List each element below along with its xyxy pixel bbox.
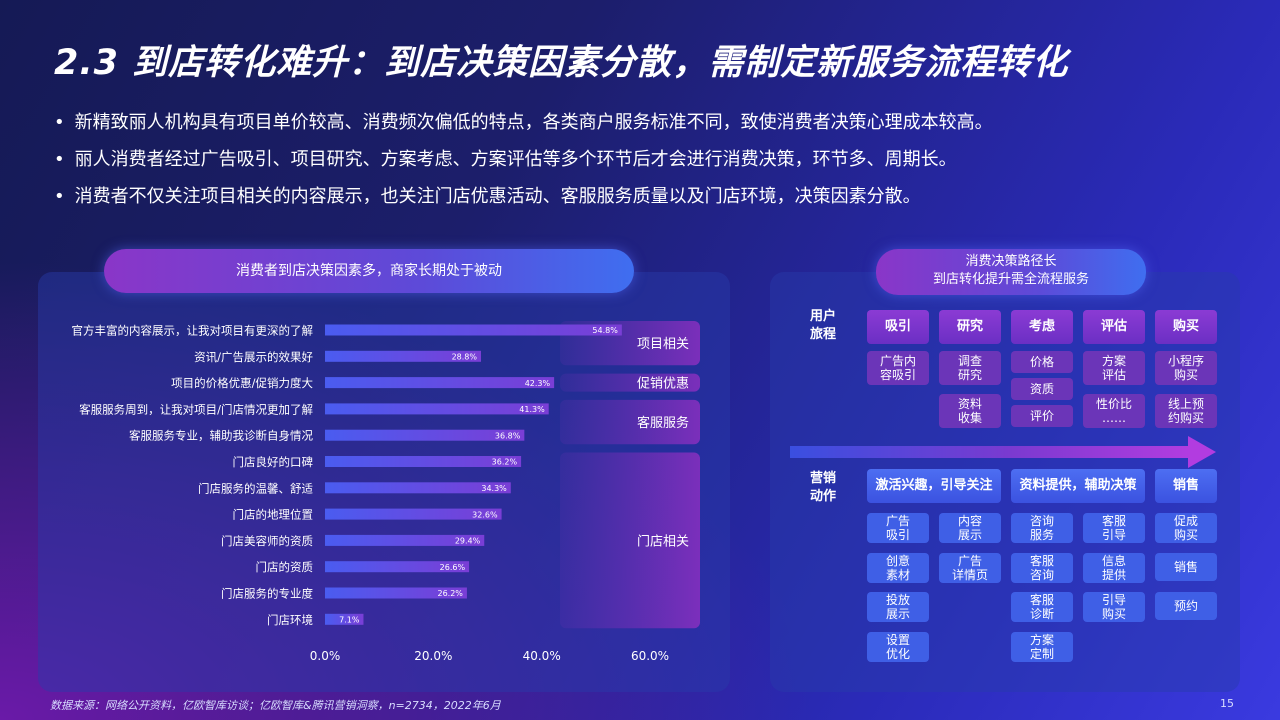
action-cell: 引导 购买 [1083, 592, 1145, 622]
bullet-list: 新精致丽人机构具有项目单价较高、消费频次偏低的特点，各类商户服务标准不同，致使消… [54, 104, 993, 215]
bar [325, 508, 502, 520]
user-cell: 线上预 约购买 [1155, 394, 1217, 428]
bar [325, 613, 364, 625]
x-tick-label: 0.0% [310, 649, 341, 663]
group-band [560, 452, 700, 629]
bar-value-label: 28.8% [452, 353, 478, 362]
user-cell: 广告内 容吸引 [867, 351, 929, 385]
journey-header-pill: 消费决策路径长 到店转化提升需全流程服务 [876, 249, 1146, 295]
bar [325, 429, 525, 441]
bar-value-label: 26.6% [440, 563, 466, 572]
x-tick-label: 60.0% [631, 649, 669, 663]
bar [325, 534, 485, 546]
user-cell: 性价比 …… [1083, 394, 1145, 428]
action-box: 销售 [1155, 469, 1217, 503]
page-number: 15 [1220, 697, 1234, 710]
category-label: 门店良好的口碑 [233, 455, 314, 469]
bar [325, 324, 622, 336]
bar-value-label: 34.3% [481, 484, 507, 493]
category-label: 资讯/广告展示的效果好 [194, 350, 313, 364]
stage-box: 研究 [939, 310, 1001, 344]
action-cell: 广告 详情页 [939, 552, 1001, 583]
bar-value-label: 32.6% [472, 510, 498, 519]
bar-value-label: 29.4% [455, 537, 481, 546]
bullet-item: 消费者不仅关注项目相关的内容展示，也关注门店优惠活动、客服服务质量以及门店环境，… [54, 178, 993, 215]
category-label: 客服服务专业，辅助我诊断自身情况 [129, 429, 313, 443]
category-label: 客服服务周到，让我对项目/门店情况更加了解 [79, 402, 313, 416]
action-cell: 预约 [1155, 592, 1217, 620]
x-tick-label: 40.0% [523, 649, 561, 663]
category-label: 门店服务的专业度 [221, 587, 313, 601]
bar [325, 377, 555, 389]
user-cell: 方案 评估 [1083, 351, 1145, 385]
bar [325, 587, 467, 599]
flow-arrow-head [1188, 436, 1216, 468]
action-cell: 投放 展示 [867, 592, 929, 622]
category-label: 门店的资质 [256, 560, 314, 574]
category-label: 门店服务的温馨、舒适 [198, 481, 313, 495]
user-journey-label: 用户 旅程 [809, 309, 836, 342]
action-cell: 客服 引导 [1083, 513, 1145, 543]
category-label: 门店美容师的资质 [221, 534, 313, 548]
stage-box: 购买 [1155, 310, 1217, 344]
user-cell: 调查 研究 [939, 351, 1001, 385]
bar-value-label: 41.3% [519, 405, 545, 414]
user-cell: 价格 [1011, 351, 1073, 373]
action-cell: 销售 [1155, 552, 1217, 581]
chart-header-pill: 消费者到店决策因素多，商家长期处于被动 [104, 249, 634, 293]
stage-box: 吸引 [867, 310, 929, 344]
user-cell: 评价 [1011, 405, 1073, 427]
action-box: 激活兴趣，引导关注 [867, 469, 1001, 503]
bar [325, 456, 522, 467]
bullet-item: 新精致丽人机构具有项目单价较高、消费频次偏低的特点，各类商户服务标准不同，致使消… [54, 104, 993, 141]
bar-value-label: 7.1% [339, 616, 360, 625]
action-box: 资料提供，辅助决策 [1011, 469, 1145, 503]
action-cell: 客服 咨询 [1011, 552, 1073, 583]
action-cell: 客服 诊断 [1011, 592, 1073, 622]
group-band [560, 373, 700, 392]
action-cell: 内容 展示 [939, 513, 1001, 543]
category-label: 项目的价格优惠/促销力度大 [171, 376, 313, 390]
bar-value-label: 26.2% [437, 589, 463, 598]
bar [325, 482, 511, 494]
stage-box: 考虑 [1011, 310, 1073, 344]
journey-header-line2: 到店转化提升需全流程服务 [932, 272, 1089, 287]
flow-arrow [790, 446, 1190, 458]
bar-value-label: 54.8% [592, 326, 618, 335]
bar [325, 561, 470, 573]
x-tick-label: 20.0% [414, 649, 452, 663]
action-cell: 创意 素材 [867, 552, 929, 583]
action-cell: 方案 定制 [1011, 631, 1073, 662]
group-label: 客服服务 [637, 415, 689, 431]
category-label: 官方丰富的内容展示，让我对项目有更深的了解 [72, 324, 314, 338]
action-cell: 广告 吸引 [867, 513, 929, 543]
user-cell: 资料 收集 [939, 394, 1001, 428]
group-label: 项目相关 [637, 337, 689, 352]
bar [325, 350, 481, 362]
bar-value-label: 36.8% [495, 431, 521, 440]
bullet-item: 丽人消费者经过广告吸引、项目研究、方案考虑、方案评估等多个环节后才会进行消费决策… [54, 141, 993, 178]
category-label: 门店环境 [267, 613, 313, 627]
group-band [560, 399, 700, 445]
journey-header-line1: 消费决策路径长 [965, 254, 1057, 269]
bar-value-label: 42.3% [525, 379, 551, 388]
action-cell: 设置 优化 [867, 631, 929, 662]
action-cell: 咨询 服务 [1011, 513, 1073, 543]
stage-box: 评估 [1083, 310, 1145, 344]
source-note: 数据来源：网络公开资料，亿欧智库访谈；亿欧智库&腾讯营销洞察，n=2734，20… [50, 699, 501, 712]
category-label: 门店的地理位置 [233, 508, 314, 522]
action-cell: 促成 购买 [1155, 513, 1217, 543]
group-label: 促销优惠 [637, 377, 689, 392]
bar-value-label: 36.2% [492, 458, 518, 467]
bar [325, 403, 549, 415]
user-cell: 小程序 购买 [1155, 351, 1217, 385]
page-title: 2.3 到店转化难升：到店决策因素分散，需制定新服务流程转化 [54, 43, 1069, 83]
marketing-action-label: 营销 动作 [809, 471, 836, 504]
user-cell: 资质 [1011, 378, 1073, 400]
action-cell: 信息 提供 [1083, 552, 1145, 583]
group-label: 门店相关 [637, 534, 689, 549]
